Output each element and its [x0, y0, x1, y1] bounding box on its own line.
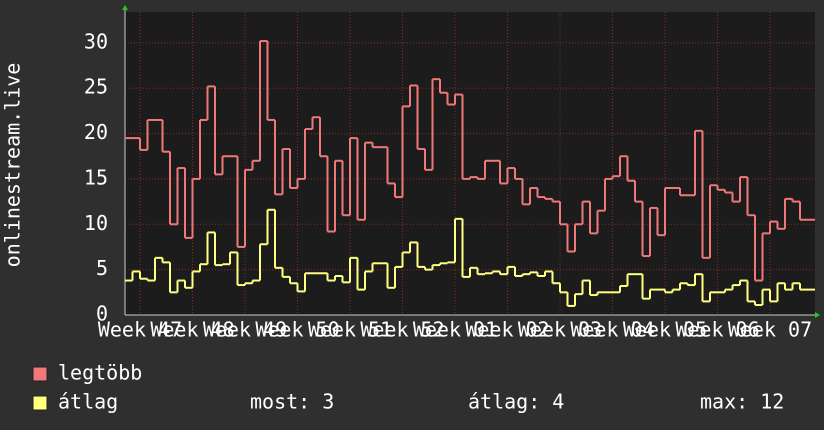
y-tick-label: 20	[84, 120, 108, 144]
y-tick-label: 10	[84, 211, 108, 235]
x-tick-label: Week 51	[308, 318, 392, 342]
y-tick-label: 5	[96, 256, 108, 280]
y-tick-label: 15	[84, 165, 108, 189]
y-tick-label: 0	[96, 302, 108, 326]
legend-label: legtöbb	[58, 361, 142, 385]
x-tick-label: Week 03	[518, 318, 602, 342]
x-tick-label: Week 48	[150, 318, 234, 342]
x-tick-label: Week 02	[465, 318, 549, 342]
y-tick-label: 25	[84, 75, 108, 99]
y-axis-label: onlinestream.live	[1, 63, 25, 268]
x-tick-label: Week 04	[570, 318, 654, 342]
legend-swatch	[32, 366, 48, 382]
axis-arrow	[815, 312, 820, 318]
y-tick-label: 30	[84, 29, 108, 53]
stat: átlag: 4	[468, 390, 564, 414]
legend-label: átlag	[58, 390, 118, 414]
legend-swatch	[32, 395, 48, 411]
x-tick-label: Week 07	[728, 318, 812, 342]
x-tick-label: Week 50	[255, 318, 339, 342]
stat: most: 3	[250, 390, 334, 414]
x-tick-label: Week 06	[675, 318, 759, 342]
x-tick-label: Week 47	[98, 318, 182, 342]
x-tick-label: Week 52	[360, 318, 444, 342]
x-tick-label: Week 05	[623, 318, 707, 342]
plot-area	[125, 12, 815, 315]
stat: max: 12	[700, 390, 784, 414]
x-tick-label: Week 49	[203, 318, 287, 342]
x-tick-label: Week 01	[413, 318, 497, 342]
axis-arrow	[122, 5, 128, 10]
